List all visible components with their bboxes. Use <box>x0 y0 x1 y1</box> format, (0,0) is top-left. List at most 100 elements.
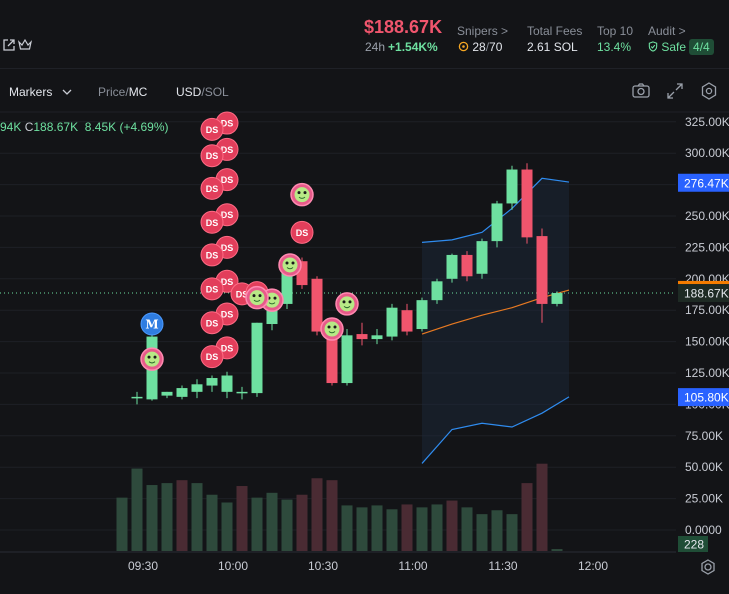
dev-sell-marker[interactable] <box>200 176 224 200</box>
frog-eye-left <box>252 294 256 298</box>
dev-sell-marker-label: DS <box>206 318 219 328</box>
dev-sell-marker-label: DS <box>296 228 309 238</box>
snipers-count: 28 <box>472 40 486 54</box>
frog-avatar-face <box>249 290 265 306</box>
candle-body[interactable] <box>521 169 533 238</box>
frog-eye-left <box>285 261 289 265</box>
dev-sell-marker-label: DS <box>206 125 219 135</box>
candle-body[interactable] <box>356 334 368 340</box>
candle-body[interactable] <box>236 391 248 394</box>
dev-sell-marker[interactable] <box>200 345 224 369</box>
ohlc-close-value: 188.67K <box>33 120 79 134</box>
candle-body[interactable] <box>491 203 503 242</box>
candle-body[interactable] <box>476 241 488 274</box>
crown-icon[interactable] <box>18 38 32 52</box>
x-tick-label: 09:30 <box>128 559 158 573</box>
dev-sell-marker[interactable] <box>200 277 224 301</box>
markers-dropdown[interactable]: Markers <box>9 85 72 99</box>
candle-body[interactable] <box>206 378 218 386</box>
candle-body[interactable] <box>461 254 473 277</box>
candle-body[interactable] <box>401 310 413 332</box>
candle-body[interactable] <box>176 388 188 397</box>
y-tick-label: 300.00K <box>685 146 729 160</box>
candle-body[interactable] <box>386 307 398 337</box>
volume-bar <box>386 509 398 551</box>
y-tick-label: 75.00K <box>685 429 723 443</box>
frog-mouth <box>148 361 156 364</box>
currency-toggle[interactable]: USD/SOL <box>176 85 229 99</box>
dev-sell-marker[interactable] <box>200 210 224 234</box>
candle-body[interactable] <box>536 236 548 304</box>
dev-sell-marker-label: DS <box>221 277 234 287</box>
frog-mouth <box>343 306 351 309</box>
dev-sell-marker[interactable] <box>200 144 224 168</box>
volume-bar <box>551 549 563 551</box>
candle-body[interactable] <box>221 375 233 392</box>
dev-sell-marker[interactable] <box>290 220 314 244</box>
price-axis-label: 188.67K <box>684 287 729 301</box>
candle-body[interactable] <box>191 384 203 392</box>
fees-value: 2.61 SOL <box>527 40 578 54</box>
dev-sell-marker[interactable] <box>200 311 224 335</box>
expand-icon[interactable] <box>665 81 685 101</box>
price-mc-toggle[interactable]: Price/MC <box>98 85 147 99</box>
candle-body[interactable] <box>311 278 323 332</box>
camera-icon[interactable] <box>631 81 651 101</box>
volume-bar <box>431 504 443 551</box>
change-value: +1.54K% <box>388 40 438 54</box>
dev-sell-marker[interactable] <box>200 117 224 141</box>
candle-body[interactable] <box>416 300 428 330</box>
dev-sell-marker-label: DS <box>206 284 219 294</box>
volume-bar <box>356 507 368 551</box>
candle-body[interactable] <box>551 293 563 304</box>
dev-sell-marker-label: DS <box>206 151 219 161</box>
candle-body[interactable] <box>431 281 443 301</box>
price-axis-label: 105.80K <box>684 391 729 405</box>
candle-body[interactable] <box>251 322 263 394</box>
frog-eye-right <box>333 325 337 329</box>
toggle-separator: / <box>125 85 129 99</box>
candle-body[interactable] <box>131 396 143 399</box>
volume-bar <box>221 502 233 551</box>
candle-body[interactable] <box>341 335 353 384</box>
candle-body[interactable] <box>281 264 293 304</box>
usd-option[interactable]: USD <box>176 85 202 99</box>
frog-mouth <box>268 302 276 305</box>
volume-bar <box>371 505 383 551</box>
frog-eye-right <box>348 300 352 304</box>
migration-marker[interactable] <box>140 312 164 336</box>
volume-bar <box>176 480 188 551</box>
volume-bar <box>506 514 518 551</box>
candle-body[interactable] <box>266 303 278 325</box>
snipers-link[interactable]: Snipers > <box>457 24 509 38</box>
mc-option[interactable]: MC <box>128 85 148 99</box>
price-option[interactable]: Price <box>98 85 126 99</box>
volume-bar <box>191 483 203 551</box>
axis-settings-icon[interactable] <box>701 559 715 575</box>
candle-body[interactable] <box>506 169 518 204</box>
external-link-icon[interactable] <box>2 38 16 52</box>
volume-bar <box>521 483 533 551</box>
x-tick-label: 11:00 <box>398 559 427 573</box>
candle-body[interactable] <box>296 261 308 286</box>
volume-bar <box>311 478 323 551</box>
candle-body[interactable] <box>161 391 173 396</box>
volume-bar <box>146 485 158 551</box>
candle-body[interactable] <box>371 335 383 340</box>
snipers-separator: / <box>485 40 490 54</box>
snipers-value: 28/70 <box>458 40 502 54</box>
frog-eye-right <box>303 191 307 195</box>
sol-option[interactable]: SOL <box>204 85 229 99</box>
settings-icon[interactable] <box>699 81 719 101</box>
frog-avatar-face <box>144 351 160 367</box>
audit-link[interactable]: Audit > <box>648 24 686 38</box>
dev-sell-marker[interactable] <box>200 243 224 267</box>
volume-bar <box>251 497 263 551</box>
candle-body[interactable] <box>326 335 338 384</box>
frog-eye-right <box>291 261 295 265</box>
dev-sell-marker-label: DS <box>221 119 234 129</box>
markers-label: Markers <box>9 85 53 99</box>
candle-body[interactable] <box>446 254 458 279</box>
volume-bar <box>536 463 548 551</box>
